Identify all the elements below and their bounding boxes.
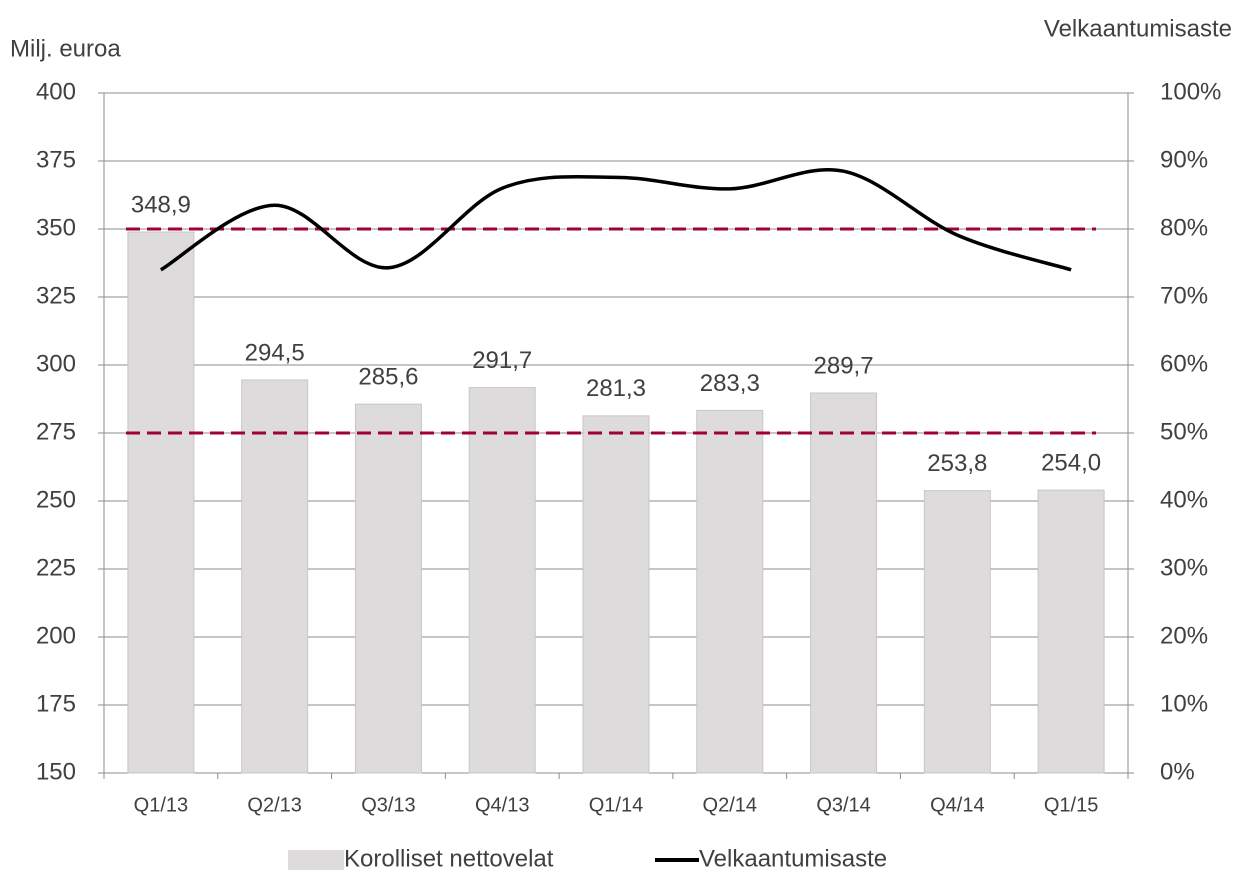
y2-tick-label: 60% <box>1160 350 1208 377</box>
y2-tick-label: 40% <box>1160 486 1208 513</box>
y-tick-label: 400 <box>36 78 76 105</box>
y-tick-label: 375 <box>36 146 76 173</box>
y-tick-label: 275 <box>36 418 76 445</box>
y2-tick-label: 20% <box>1160 622 1208 649</box>
data-label: 289,7 <box>814 352 874 379</box>
x-tick-label: Q1/14 <box>589 794 643 816</box>
y-tick-label: 150 <box>36 758 76 785</box>
bar <box>582 415 650 774</box>
data-label: 254,0 <box>1041 449 1101 476</box>
y2-tick-label: 30% <box>1160 554 1208 581</box>
data-label: 283,3 <box>700 370 760 397</box>
x-tick-label: Q3/14 <box>816 794 870 816</box>
y2-tick-label: 100% <box>1160 78 1221 105</box>
y-tick-label: 325 <box>36 282 76 309</box>
bar <box>1037 489 1105 774</box>
x-tick-label: Q4/14 <box>930 794 984 816</box>
x-tick-label: Q1/13 <box>134 794 188 816</box>
x-tick-label: Q2/14 <box>703 794 757 816</box>
data-label: 285,6 <box>358 364 418 391</box>
y2-tick-label: 80% <box>1160 214 1208 241</box>
data-label: 294,5 <box>245 339 305 366</box>
y-tick-label: 175 <box>36 690 76 717</box>
x-tick-label: Q1/15 <box>1044 794 1098 816</box>
y2-axis-title: Velkaantumisaste <box>1044 15 1232 42</box>
y-tick-label: 350 <box>36 214 76 241</box>
y-tick-label: 250 <box>36 486 76 513</box>
x-tick-label: Q2/13 <box>247 794 301 816</box>
bar <box>354 403 422 774</box>
y2-tick-label: 70% <box>1160 282 1208 309</box>
legend-label: Velkaantumisaste <box>699 845 887 872</box>
x-tick-label: Q4/13 <box>475 794 529 816</box>
y2-tick-label: 50% <box>1160 418 1208 445</box>
y2-tick-label: 0% <box>1160 758 1195 785</box>
y-axis-title: Milj. euroa <box>10 35 121 62</box>
data-label: 348,9 <box>131 191 191 218</box>
x-tick-label: Q3/13 <box>361 794 415 816</box>
data-label: 291,7 <box>472 347 532 374</box>
bar <box>127 231 195 774</box>
y-tick-label: 200 <box>36 622 76 649</box>
data-label: 281,3 <box>586 375 646 402</box>
bar <box>241 379 309 774</box>
y2-tick-label: 10% <box>1160 690 1208 717</box>
bar <box>923 490 991 774</box>
y2-tick-label: 90% <box>1160 146 1208 173</box>
legend-swatch <box>288 850 344 870</box>
y-tick-label: 300 <box>36 350 76 377</box>
legend-label: Korolliset nettovelat <box>344 845 554 872</box>
y-tick-label: 225 <box>36 554 76 581</box>
line <box>160 168 1072 272</box>
data-label: 253,8 <box>927 450 987 477</box>
bar <box>696 409 764 774</box>
bar <box>468 387 536 774</box>
bar <box>810 392 878 774</box>
